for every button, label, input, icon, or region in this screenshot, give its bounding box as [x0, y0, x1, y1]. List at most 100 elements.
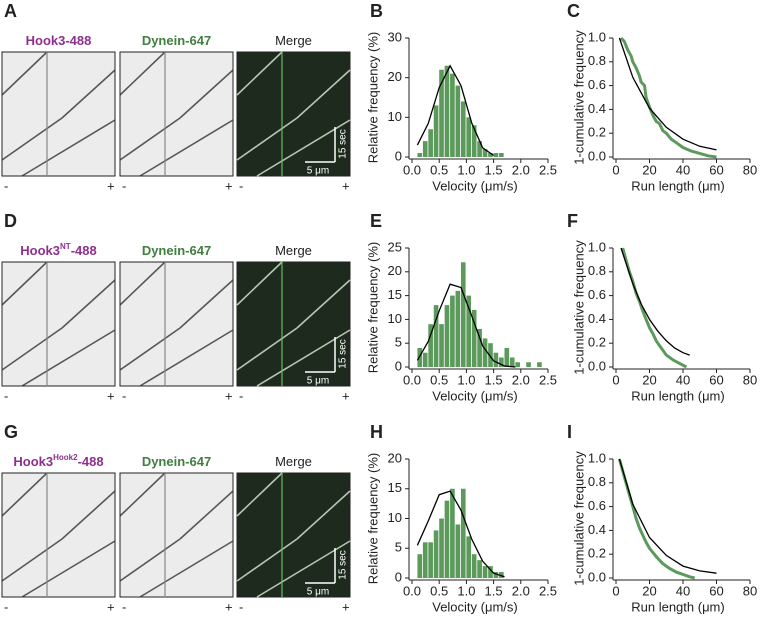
bar — [477, 560, 482, 578]
kymograph-track — [1, 538, 63, 582]
bar — [422, 352, 428, 367]
y-tick-label: 30 — [388, 29, 402, 44]
x-tick-label: 0.5 — [430, 372, 448, 387]
kymograph-track — [1, 51, 48, 96]
plus-end: + — [225, 178, 233, 193]
x-tick-label: 40 — [676, 162, 690, 177]
panel-letter: H — [370, 422, 383, 442]
panel-letter: A — [4, 1, 17, 21]
channel-label: Dynein-647 — [142, 243, 211, 258]
kymograph-track — [139, 540, 234, 598]
chart: E 0.0 0.5 1.0 1.5 2.0 2.5 0 5 10 15 20 25 Velocity (μ… — [365, 211, 557, 404]
plus-end: + — [342, 388, 350, 403]
bar — [526, 362, 531, 367]
y-tick-label: 20 — [388, 263, 402, 278]
y-tick-label: 0.6 — [588, 498, 606, 513]
x-tick-label: 2.5 — [539, 162, 557, 177]
bar — [493, 352, 499, 367]
y-tick-label: 0.2 — [588, 335, 606, 350]
y-tick-label: 15 — [388, 287, 402, 302]
y-axis-label: 1-cumulative frequency — [571, 240, 586, 375]
minus-end: - — [122, 388, 126, 403]
y-tick-label: 1.0 — [588, 450, 606, 465]
series-line — [621, 247, 688, 369]
x-tick-label: 1.0 — [457, 162, 475, 177]
bar — [428, 542, 433, 578]
panel-letter: F — [567, 211, 578, 231]
kymograph-track — [179, 490, 234, 540]
time-scale-label: 15 sec — [338, 129, 349, 158]
kymograph-track — [1, 472, 48, 517]
x-tick-label: 80 — [743, 583, 757, 598]
kymograph-track — [236, 327, 298, 371]
bar — [471, 554, 477, 578]
x-tick-label: 40 — [676, 583, 690, 598]
y-tick-label: 20 — [388, 450, 402, 465]
panel-letter: B — [370, 1, 383, 21]
length-scale-label: 5 μm — [307, 587, 329, 598]
y-tick-label: 10 — [388, 109, 402, 124]
length-scale-label: 5 μm — [307, 376, 329, 387]
label-part: -488 — [71, 243, 97, 258]
kymograph-image — [236, 51, 351, 177]
y-tick-label: 0.0 — [588, 148, 606, 163]
x-tick-label: 2.5 — [539, 372, 557, 387]
y-tick-label: 1.0 — [588, 239, 606, 254]
kymograph-track — [236, 261, 283, 306]
kymograph-track — [296, 279, 351, 329]
y-tick-label: 0.8 — [588, 474, 606, 489]
y-axis-label: Relative frequency (%) — [365, 32, 380, 164]
bar — [433, 305, 439, 367]
plus-end: + — [225, 388, 233, 403]
bar — [450, 73, 455, 157]
minus-end: - — [239, 178, 243, 193]
kymograph-track — [1, 261, 48, 306]
bar — [488, 566, 493, 578]
y-tick-label: 0.4 — [588, 311, 606, 326]
y-axis-label: Relative frequency (%) — [365, 453, 380, 585]
kymograph-track — [236, 51, 283, 96]
channel-label: Merge — [275, 243, 312, 258]
minus-end: - — [122, 178, 126, 193]
fit-curve — [416, 490, 505, 578]
x-tick-label: 0.0 — [403, 162, 421, 177]
y-tick-label: 0 — [395, 148, 402, 163]
x-tick-label: 1.0 — [457, 372, 475, 387]
x-tick-label: 1.5 — [485, 372, 503, 387]
label-part: Dynein-647 — [142, 33, 211, 48]
kymograph-image — [236, 472, 351, 598]
x-tick-label: 0.0 — [403, 583, 421, 598]
y-axis-label: 1-cumulative frequency — [571, 30, 586, 165]
y-tick-label: 0.4 — [588, 522, 606, 537]
x-tick-label: 0 — [612, 372, 619, 387]
kymograph-track — [236, 117, 298, 161]
series-line — [618, 458, 717, 574]
bar — [493, 572, 499, 578]
channel-label: Dynein-647 — [142, 33, 211, 48]
label-part: Hook3 — [13, 454, 53, 469]
x-tick-label: 0.5 — [430, 583, 448, 598]
label-part: Merge — [275, 454, 312, 469]
channel-label: Merge — [275, 454, 312, 469]
bar — [455, 85, 461, 157]
x-tick-label: 80 — [743, 372, 757, 387]
channel-label: Hook3-488 — [26, 33, 92, 48]
kymograph-track — [21, 119, 116, 177]
label-part: Dynein-647 — [142, 243, 211, 258]
bar — [433, 530, 439, 578]
bar — [460, 262, 466, 367]
y-tick-label: 5 — [395, 335, 402, 350]
plus-end: + — [342, 178, 350, 193]
bar — [466, 536, 472, 578]
x-tick-label: 40 — [676, 372, 690, 387]
kymograph-image — [119, 472, 234, 598]
x-axis-label: Run length (μm) — [631, 599, 724, 614]
minus-end: - — [239, 388, 243, 403]
kymograph-track — [61, 69, 116, 119]
series-line — [619, 36, 717, 159]
y-tick-label: 0 — [395, 569, 402, 584]
bar — [450, 295, 455, 367]
kymograph-track — [296, 69, 351, 119]
